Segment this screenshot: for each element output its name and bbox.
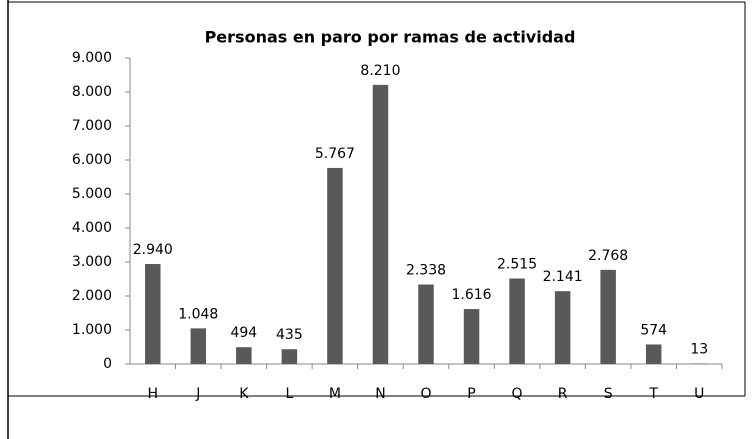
bar [509,278,525,364]
y-tick-label: 7.000 [72,118,112,134]
bar [463,309,480,364]
bar [418,284,434,364]
x-tick-label: N [375,386,385,402]
x-tick-label: H [148,386,159,402]
value-label: 2.768 [588,248,628,264]
value-label: 2.141 [543,269,583,285]
value-label: 574 [640,322,667,338]
x-tick-label: U [694,386,704,402]
bar [281,349,298,364]
x-tick-label: Q [512,386,523,402]
value-label: 1.048 [178,306,218,322]
y-tick-label: 4.000 [72,220,112,236]
value-label: 494 [230,325,257,341]
value-label: 2.940 [133,242,173,258]
y-tick-label: 9.000 [72,50,112,66]
value-label: 435 [276,327,303,343]
x-tick-label: J [195,386,200,402]
value-label: 1.616 [451,287,491,303]
bar [600,269,616,364]
value-label: 5.767 [315,146,355,162]
bar [190,328,207,364]
value-label: 2.515 [497,256,537,272]
bar [372,84,389,365]
y-tick-label: 8.000 [72,84,112,100]
y-tick-label: 1.000 [72,322,112,338]
y-tick-label: 0 [103,356,112,372]
bar [327,167,343,364]
x-tick-label: K [239,386,249,402]
value-label: 13 [690,342,708,358]
y-tick-label: 5.000 [72,186,112,202]
x-tick-label: L [285,386,293,402]
y-tick-label: 6.000 [72,152,112,168]
bar [554,291,571,364]
value-label: 2.338 [406,263,446,279]
bar [645,344,662,364]
x-tick-label: T [648,386,658,402]
value-label: 8.210 [360,63,400,79]
x-tick-label: S [604,386,613,402]
x-tick-label: R [558,386,568,402]
x-tick-label: O [420,386,431,402]
y-tick-label: 3.000 [72,254,112,270]
bar [145,264,161,364]
x-tick-label: P [467,386,475,402]
chart-title: Personas en paro por ramas de actividad [205,28,576,47]
y-tick-label: 2.000 [72,288,112,304]
x-tick-label: M [329,386,341,402]
bar [236,347,252,364]
